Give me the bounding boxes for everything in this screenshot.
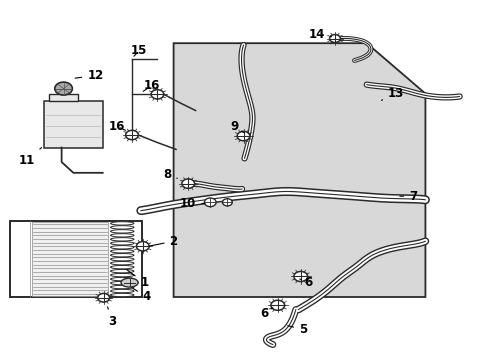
Text: 6: 6 [260, 307, 272, 320]
Ellipse shape [110, 249, 134, 253]
Ellipse shape [110, 226, 134, 229]
Ellipse shape [110, 274, 134, 277]
Text: 5: 5 [287, 323, 306, 336]
Circle shape [182, 179, 194, 188]
Bar [10, 221, 142, 297]
Ellipse shape [110, 246, 134, 249]
Ellipse shape [110, 234, 134, 237]
Circle shape [222, 199, 232, 206]
Circle shape [151, 90, 163, 99]
Text: 9: 9 [230, 120, 243, 132]
Text: 2: 2 [149, 235, 177, 248]
Circle shape [136, 242, 149, 251]
Polygon shape [173, 43, 425, 297]
Circle shape [204, 198, 216, 207]
Circle shape [98, 293, 109, 302]
Text: 12: 12 [75, 69, 103, 82]
Ellipse shape [110, 289, 134, 293]
Ellipse shape [110, 238, 134, 241]
Ellipse shape [110, 282, 134, 285]
Ellipse shape [110, 278, 134, 281]
Text: 4: 4 [132, 288, 150, 303]
Circle shape [125, 130, 138, 140]
Text: 16: 16 [143, 79, 160, 92]
Circle shape [293, 271, 307, 282]
Ellipse shape [110, 230, 134, 233]
Text: 10: 10 [180, 197, 204, 210]
Text: 14: 14 [308, 28, 331, 41]
Ellipse shape [110, 253, 134, 257]
Bar [44, 101, 102, 148]
Circle shape [329, 35, 340, 42]
Text: 13: 13 [381, 87, 404, 100]
Text: 1: 1 [127, 270, 148, 289]
Text: 3: 3 [107, 307, 116, 328]
Bar [32, 222, 107, 296]
Text: 11: 11 [19, 148, 41, 167]
Text: 6: 6 [299, 276, 311, 289]
Ellipse shape [110, 257, 134, 261]
Bar [49, 94, 78, 101]
Text: 16: 16 [109, 120, 125, 133]
Text: 7: 7 [399, 190, 416, 203]
Circle shape [55, 82, 72, 95]
Text: 8: 8 [163, 168, 177, 181]
Ellipse shape [110, 242, 134, 245]
Ellipse shape [110, 285, 134, 289]
Ellipse shape [110, 265, 134, 269]
Ellipse shape [110, 222, 134, 225]
Ellipse shape [121, 278, 138, 287]
Text: 15: 15 [131, 44, 147, 57]
Ellipse shape [110, 293, 134, 297]
Circle shape [270, 300, 284, 310]
Circle shape [237, 131, 249, 141]
Ellipse shape [110, 261, 134, 265]
Ellipse shape [110, 269, 134, 273]
